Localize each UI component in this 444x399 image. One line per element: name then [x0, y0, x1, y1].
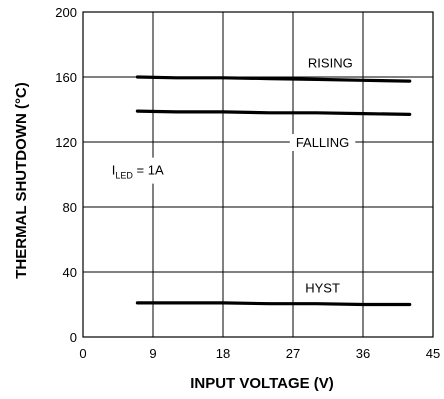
- condition-annotation: ILED = 1A: [112, 163, 164, 181]
- series-line-hyst: [135, 301, 412, 307]
- series-label-bg-falling: [289, 134, 356, 151]
- y-tick-label: 0: [70, 330, 77, 345]
- x-tick-label: 36: [356, 346, 370, 361]
- x-tick-label: 9: [149, 346, 156, 361]
- condition-main: I: [112, 163, 116, 178]
- series-label-bg-hyst: [299, 279, 346, 297]
- x-tick-label: 0: [79, 346, 86, 361]
- series-layer: [135, 75, 412, 307]
- x-axis-title: INPUT VOLTAGE (V): [190, 375, 334, 392]
- y-tick-label: 40: [63, 265, 77, 280]
- series-line-falling: [135, 109, 412, 117]
- tick-labels: 0 9 18 27 36 45 0 40 80 120 160 200: [55, 5, 440, 361]
- plot-frame: [82, 11, 434, 338]
- y-tick-label: 80: [63, 200, 77, 215]
- condition-subscript: LED: [115, 171, 133, 181]
- series-line-rising: [135, 75, 412, 83]
- x-tick-label: 45: [426, 346, 440, 361]
- y-tick-label: 160: [55, 70, 77, 85]
- y-tick-label: 200: [55, 5, 77, 20]
- x-tick-label: 27: [286, 346, 300, 361]
- x-tick-label: 18: [216, 346, 230, 361]
- condition-value: = 1A: [133, 163, 164, 178]
- y-axis-title: THERMAL SHUTDOWN (°C): [13, 82, 30, 279]
- grid-layer: [83, 12, 433, 337]
- series-label-falling: FALLING: [296, 135, 349, 150]
- y-tick-label: 120: [55, 135, 77, 150]
- series-label-hyst: HYST: [305, 280, 340, 295]
- condition-label-bg: [108, 157, 167, 184]
- series-label-bg-rising: [301, 54, 359, 72]
- series-label-rising: RISING: [308, 55, 353, 70]
